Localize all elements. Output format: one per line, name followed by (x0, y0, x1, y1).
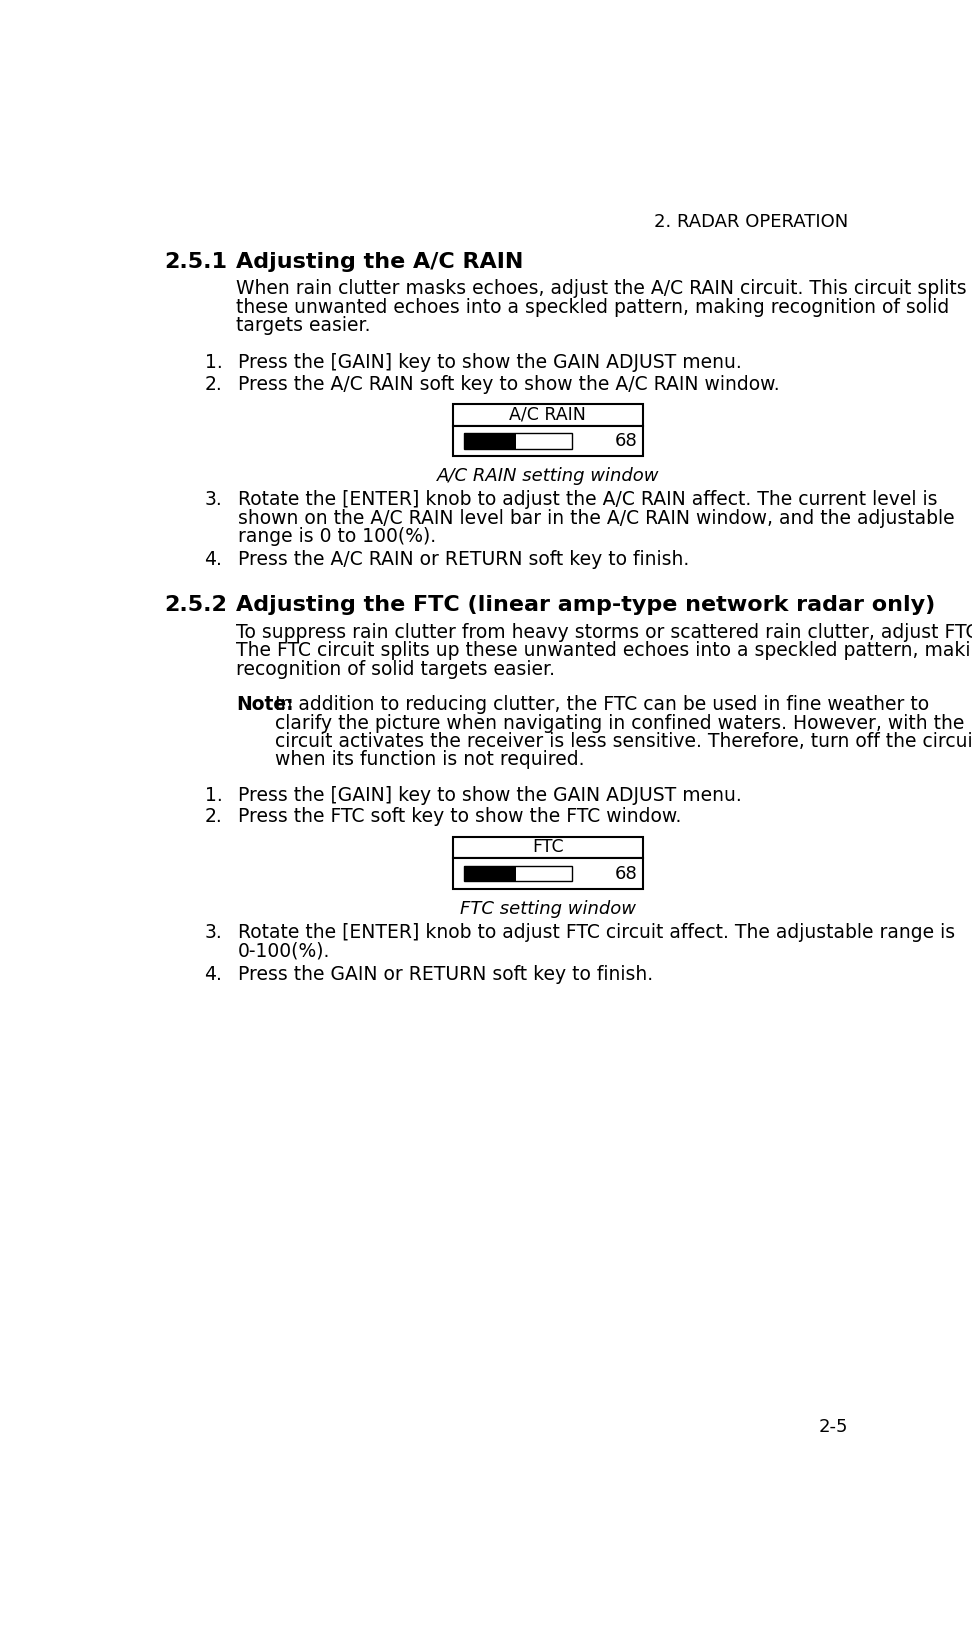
Text: targets easier.: targets easier. (236, 317, 370, 335)
Text: 3.: 3. (204, 923, 223, 941)
Text: 68: 68 (614, 431, 637, 449)
Bar (464, 433, 516, 449)
Text: circuit activates the receiver is less sensitive. Therefore, turn off the circui: circuit activates the receiver is less s… (275, 732, 972, 752)
Bar (453, 425, 642, 456)
Text: Press the FTC soft key to show the FTC window.: Press the FTC soft key to show the FTC w… (238, 807, 681, 827)
Text: 2.5.1: 2.5.1 (164, 252, 227, 271)
Text: Rotate the [ENTER] knob to adjust the A/C RAIN affect. The current level is: Rotate the [ENTER] knob to adjust the A/… (238, 490, 937, 510)
Text: Press the [GAIN] key to show the GAIN ADJUST menu.: Press the [GAIN] key to show the GAIN AD… (238, 353, 742, 373)
Bar (453, 404, 642, 425)
Text: Adjusting the A/C RAIN: Adjusting the A/C RAIN (236, 252, 524, 271)
Text: 68: 68 (614, 864, 637, 882)
Text: 4.: 4. (204, 964, 223, 984)
Text: recognition of solid targets easier.: recognition of solid targets easier. (236, 660, 555, 678)
Text: range is 0 to 100(%).: range is 0 to 100(%). (238, 528, 435, 546)
Text: 2.: 2. (204, 374, 223, 394)
Bar (453, 858, 642, 889)
Text: 2.5.2: 2.5.2 (164, 595, 227, 614)
Text: A/C RAIN setting window: A/C RAIN setting window (436, 467, 659, 485)
Text: Press the GAIN or RETURN soft key to finish.: Press the GAIN or RETURN soft key to fin… (238, 964, 653, 984)
Text: 2. RADAR OPERATION: 2. RADAR OPERATION (654, 212, 849, 230)
Bar (464, 866, 516, 881)
Text: shown on the A/C RAIN level bar in the A/C RAIN window, and the adjustable: shown on the A/C RAIN level bar in the A… (238, 508, 955, 528)
Bar (516, 433, 573, 449)
Text: Press the A/C RAIN or RETURN soft key to finish.: Press the A/C RAIN or RETURN soft key to… (238, 551, 689, 569)
Text: 1.: 1. (204, 786, 223, 806)
Text: these unwanted echoes into a speckled pattern, making recognition of solid: these unwanted echoes into a speckled pa… (236, 297, 950, 317)
Text: clarify the picture when navigating in confined waters. However, with the: clarify the picture when navigating in c… (275, 714, 964, 732)
Text: Adjusting the FTC (linear amp-type network radar only): Adjusting the FTC (linear amp-type netwo… (236, 595, 935, 614)
Text: when its function is not required.: when its function is not required. (275, 750, 584, 770)
Text: FTC setting window: FTC setting window (460, 900, 636, 918)
Text: When rain clutter masks echoes, adjust the A/C RAIN circuit. This circuit splits: When rain clutter masks echoes, adjust t… (236, 279, 972, 299)
Text: Note:: Note: (236, 694, 294, 714)
Text: 2-5: 2-5 (819, 1418, 849, 1436)
Text: FTC: FTC (532, 838, 564, 856)
Text: 2.: 2. (204, 807, 223, 827)
Text: Press the [GAIN] key to show the GAIN ADJUST menu.: Press the [GAIN] key to show the GAIN AD… (238, 786, 742, 806)
Text: 4.: 4. (204, 551, 223, 569)
Text: To suppress rain clutter from heavy storms or scattered rain clutter, adjust FTC: To suppress rain clutter from heavy stor… (236, 623, 972, 642)
Text: 0-100(%).: 0-100(%). (238, 941, 330, 961)
Text: The FTC circuit splits up these unwanted echoes into a speckled pattern, making: The FTC circuit splits up these unwanted… (236, 641, 972, 660)
Bar (464, 866, 573, 881)
Bar (453, 837, 642, 858)
Bar (516, 866, 573, 881)
Text: 1.: 1. (204, 353, 223, 373)
Text: In addition to reducing clutter, the FTC can be used in fine weather to: In addition to reducing clutter, the FTC… (275, 694, 929, 714)
Text: Press the A/C RAIN soft key to show the A/C RAIN window.: Press the A/C RAIN soft key to show the … (238, 374, 780, 394)
Text: A/C RAIN: A/C RAIN (509, 405, 586, 423)
Text: 3.: 3. (204, 490, 223, 510)
Text: Rotate the [ENTER] knob to adjust FTC circuit affect. The adjustable range is: Rotate the [ENTER] knob to adjust FTC ci… (238, 923, 955, 941)
Bar (464, 433, 573, 449)
